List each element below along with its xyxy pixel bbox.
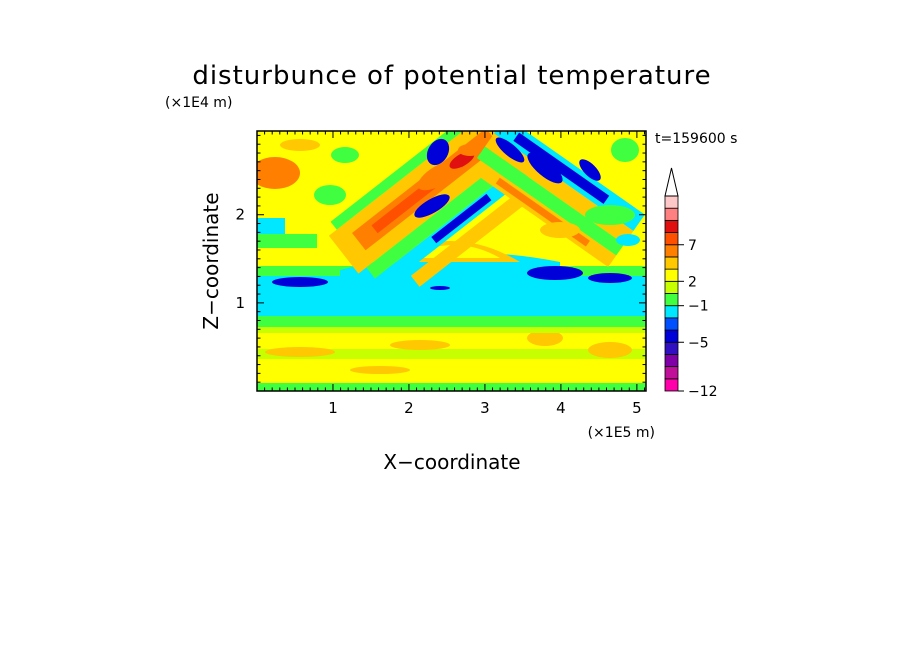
field-blob [458,144,482,156]
colorbar-label: 2 [688,274,697,290]
x-tick-label: 2 [404,399,414,417]
colorbar-swatch [664,207,679,221]
field-blob [540,222,580,238]
colorbar-extend-arrow [664,167,679,197]
x-unit-label: (×1E5 m) [588,425,655,441]
y-tick-label: 1 [235,294,245,312]
field-blob [265,347,335,357]
field-blob [314,185,346,205]
field-blob [280,139,320,151]
colorbar-swatch [664,280,679,294]
field-blob [257,218,285,234]
field-blob [414,194,450,218]
field-blob [257,157,300,189]
y-axis-label: Z−coordinate [199,192,223,329]
colorbar-swatch [664,366,679,380]
time-label: t=159600 s [655,131,737,147]
field-blob [616,234,640,246]
colorbar-swatch [664,378,679,392]
field-blob [588,342,632,358]
x-tick-label: 5 [632,399,642,417]
colorbar-swatch [664,305,679,319]
field-blob [430,286,450,290]
field-blob [579,159,601,181]
colorbar-swatch [664,244,679,258]
field-band [257,383,646,391]
field-blob [585,205,635,225]
x-tick-label: 3 [480,399,490,417]
colorbar-swatch [664,232,679,246]
field-band [257,315,646,327]
field-band [513,132,610,204]
colorbar-swatch [664,256,679,270]
field-blob [588,273,632,283]
colorbar: −12−5−127 [664,167,718,400]
colorbar-swatch [664,341,679,355]
x-tick-label: 4 [556,399,566,417]
y-tick-label: 2 [235,206,245,224]
field-blob [272,277,328,287]
field-blob [426,138,450,166]
x-axis-label: X−coordinate [383,450,520,474]
colorbar-swatch [664,293,679,307]
field-blob [257,234,317,248]
field-blob [527,152,563,184]
field-blob [611,138,639,162]
field-blob [527,330,563,346]
colorbar-swatch [664,195,679,209]
colorbar-label: −12 [688,384,718,400]
plot-frame [256,130,647,392]
colorbar-label: 7 [688,238,697,254]
field-band [366,150,525,279]
colorbar-label: −5 [688,335,709,351]
x-tick-label: 1 [328,399,338,417]
field-blob [390,340,450,350]
x-axis: 1 2 3 4 5 [256,131,645,417]
colorbar-swatch [664,354,679,368]
colorbar-swatch [664,268,679,282]
chart-title: disturbunce of potential temperature [192,61,711,91]
field-band [257,349,646,359]
colorbar-swatch [664,317,679,331]
field-band [257,327,646,333]
field-blob [495,137,525,163]
field-band [410,189,530,287]
field-blob [350,366,410,374]
colorbar-label: −1 [688,299,709,315]
contour-field [257,131,646,391]
y-axis: 12 [235,134,646,383]
colorbar-swatch [664,329,679,343]
field-band [476,146,625,256]
field-blob [527,266,583,280]
field-band [431,193,492,244]
y-unit-label: (×1E4 m) [165,95,232,111]
field-blob [331,147,359,163]
colorbar-swatch [664,219,679,233]
